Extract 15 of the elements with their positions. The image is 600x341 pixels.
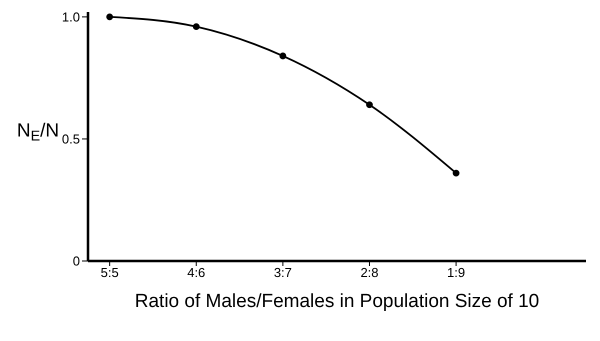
y-axis-title: N$_{E}$/N [16,120,60,145]
point [366,101,373,108]
y-tick-label: 1.0 [62,9,80,24]
x-tick-label: 1:9 [447,265,466,280]
y-tick-label: 0 [72,254,80,269]
point [279,52,286,60]
point [192,23,200,30]
point [452,170,460,177]
x-axis-title: Ratio of Males/Females in Population Size of 10 [134,291,540,312]
y-tick-label: 0.5 [62,132,80,147]
point [106,13,114,20]
x-tick-label: 2:8 [360,265,379,280]
x-tick-label: 4:6 [187,265,206,280]
x-tick-label: 3:7 [274,265,292,280]
x-tick-label: 5:5 [100,265,119,280]
